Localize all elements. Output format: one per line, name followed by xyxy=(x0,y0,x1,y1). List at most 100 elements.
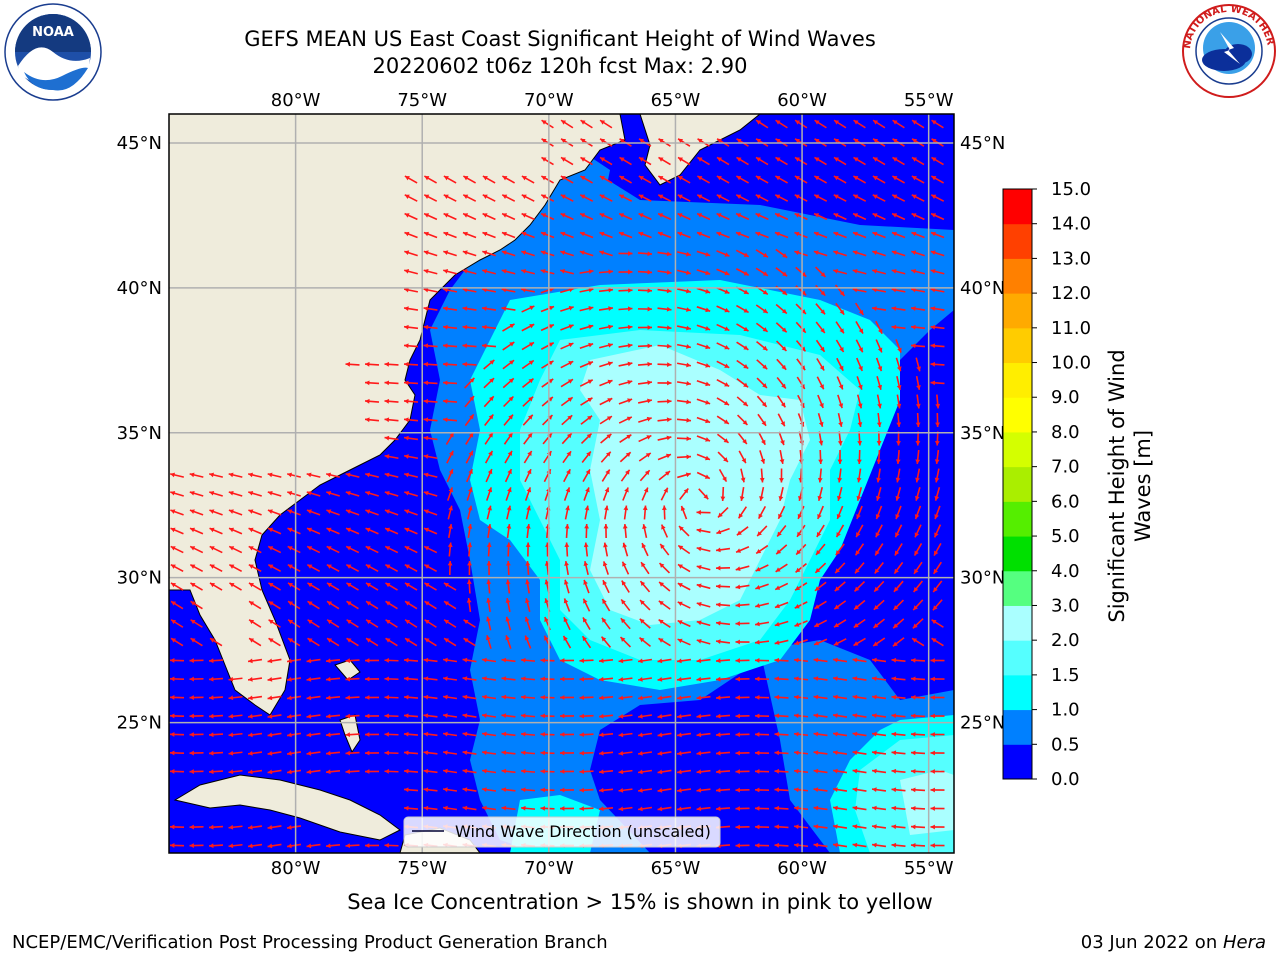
wind-wave-arrow xyxy=(914,505,922,520)
wind-wave-arrow xyxy=(228,527,243,535)
wind-wave-arrow xyxy=(505,616,512,631)
wind-wave-arrow xyxy=(481,324,497,330)
wind-wave-arrow xyxy=(384,454,399,460)
wind-wave-arrow xyxy=(522,414,534,426)
wind-wave-arrow xyxy=(696,398,711,405)
wind-wave-arrow xyxy=(717,451,729,463)
wind-wave-arrow xyxy=(755,602,769,608)
wind-wave-arrow xyxy=(876,412,882,428)
wind-wave-arrow xyxy=(579,175,594,184)
wind-wave-arrow xyxy=(756,340,768,352)
wind-wave-arrow xyxy=(915,375,921,391)
wind-wave-arrow xyxy=(716,360,730,369)
wind-wave-arrow xyxy=(560,250,574,257)
wind-wave-arrow xyxy=(815,543,826,556)
wind-wave-arrow xyxy=(228,545,243,554)
wind-wave-arrow xyxy=(837,487,843,501)
wind-wave-arrow xyxy=(915,394,921,409)
wind-wave-arrow xyxy=(618,416,633,424)
wind-wave-arrow xyxy=(795,562,807,574)
wind-wave-arrow xyxy=(915,468,921,483)
wind-wave-arrow xyxy=(326,545,340,554)
wind-wave-arrow xyxy=(872,119,886,129)
wind-wave-arrow xyxy=(639,599,651,611)
wind-wave-arrow xyxy=(736,304,749,314)
wind-wave-arrow xyxy=(852,194,867,202)
wind-wave-arrow xyxy=(910,343,926,349)
wind-wave-arrow xyxy=(560,324,574,331)
wind-wave-arrow xyxy=(758,431,766,446)
wind-wave-arrow xyxy=(423,343,438,349)
wind-wave-arrow xyxy=(911,269,925,275)
wind-wave-arrow xyxy=(657,231,672,239)
wind-wave-arrow xyxy=(442,417,458,423)
wind-wave-arrow xyxy=(836,505,844,520)
wind-wave-arrow xyxy=(442,361,458,367)
wind-wave-arrow xyxy=(170,600,184,610)
wind-wave-arrow xyxy=(892,119,905,129)
wind-wave-arrow xyxy=(486,505,492,520)
wind-wave-arrow xyxy=(755,156,769,166)
wind-wave-arrow xyxy=(814,562,827,574)
wind-wave-arrow xyxy=(657,194,672,202)
wind-wave-arrow xyxy=(600,433,612,444)
wind-wave-arrow xyxy=(482,212,496,221)
wind-wave-arrow xyxy=(267,490,282,497)
wind-wave-arrow xyxy=(579,212,594,221)
wind-wave-arrow xyxy=(598,324,614,330)
wind-wave-arrow xyxy=(306,545,321,554)
wind-wave-arrow xyxy=(638,175,652,184)
wind-wave-arrow xyxy=(579,379,594,387)
wind-wave-arrow xyxy=(170,619,184,628)
wind-wave-arrow xyxy=(604,505,609,520)
wind-wave-arrow xyxy=(560,231,574,239)
wind-wave-arrow xyxy=(618,343,633,348)
wind-wave-arrow xyxy=(871,306,887,311)
wind-wave-arrow xyxy=(287,545,301,554)
wind-wave-arrow xyxy=(443,194,457,202)
wind-wave-arrow xyxy=(833,600,847,610)
wind-wave-arrow xyxy=(833,212,847,221)
wind-wave-arrow xyxy=(345,527,360,535)
wind-wave-arrow xyxy=(618,398,633,405)
wave-contour-2.0-b xyxy=(900,770,954,835)
wind-wave-arrow xyxy=(755,304,769,314)
wind-wave-arrow xyxy=(813,175,828,184)
wind-wave-arrow xyxy=(715,565,731,571)
wind-wave-arrow xyxy=(817,487,824,501)
wind-wave-arrow xyxy=(896,431,901,446)
wind-wave-arrow xyxy=(486,560,492,576)
wind-wave-arrow xyxy=(735,175,750,184)
wind-wave-arrow xyxy=(637,361,653,367)
wind-wave-arrow xyxy=(778,486,784,502)
wind-wave-arrow xyxy=(934,449,940,465)
wind-wave-arrow xyxy=(696,528,711,534)
wind-wave-arrow xyxy=(657,288,672,294)
wind-wave-arrow xyxy=(852,250,867,257)
wind-wave-arrow xyxy=(423,175,438,184)
wind-wave-arrow xyxy=(930,194,945,202)
wind-wave-arrow xyxy=(837,431,843,446)
nws-logo: NATIONAL WEATHER SERVICE xyxy=(1180,2,1276,98)
wind-wave-arrow xyxy=(815,303,826,315)
wind-wave-arrow xyxy=(696,471,711,480)
wind-wave-arrow xyxy=(935,412,940,428)
wind-wave-arrow xyxy=(676,417,692,423)
wind-wave-arrow xyxy=(816,524,825,538)
wind-wave-arrow xyxy=(467,523,473,539)
wind-wave-arrow xyxy=(852,287,867,293)
wind-wave-arrow xyxy=(813,212,828,221)
wind-wave-arrow xyxy=(776,376,787,390)
wind-wave-arrow xyxy=(521,175,535,184)
wind-wave-arrow xyxy=(736,359,749,370)
wind-wave-arrow xyxy=(657,417,672,423)
wind-wave-arrow xyxy=(560,305,574,312)
wind-wave-arrow xyxy=(716,305,730,313)
wind-wave-arrow xyxy=(676,381,692,386)
wind-wave-arrow xyxy=(561,414,573,426)
wind-wave-arrow xyxy=(447,505,453,520)
wind-wave-arrow xyxy=(913,543,923,556)
wind-wave-arrow xyxy=(365,472,379,478)
wind-wave-arrow xyxy=(855,302,864,316)
wind-wave-arrow xyxy=(816,376,825,390)
